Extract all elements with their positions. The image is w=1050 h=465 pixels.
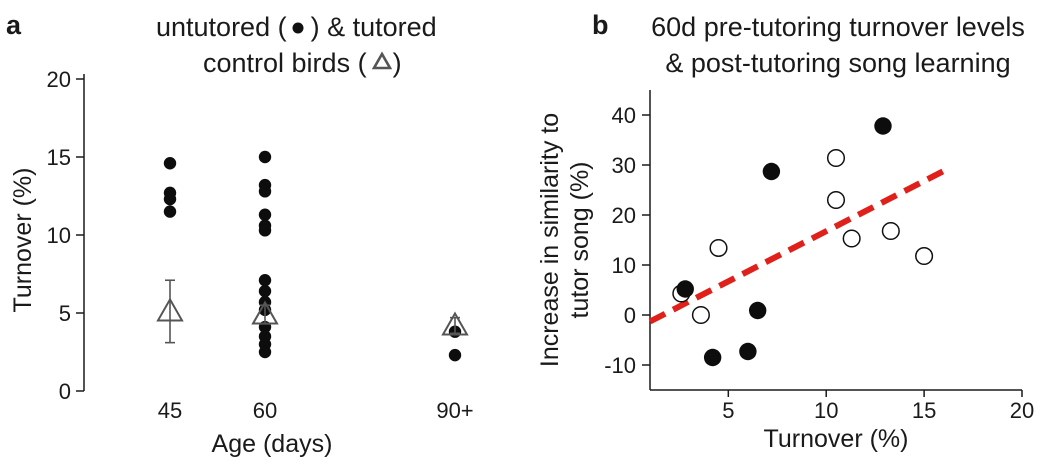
filled-circle-point	[874, 117, 892, 135]
panel-b-x-tick-label: 10	[814, 398, 838, 423]
panel-a-x-tick-label: 60	[253, 398, 277, 423]
untutored-point	[163, 157, 177, 170]
filled-circle-point	[739, 342, 757, 361]
untutored-point	[258, 345, 272, 359]
panel-a-title-line2: control birds ()	[203, 48, 402, 78]
panel-a-y-tick-label: 15	[47, 145, 71, 170]
panel-a-letter: a	[6, 10, 22, 40]
panel-b-y-tick-label: -10	[604, 353, 636, 378]
panel-a-x-ticks: 45 60 90+	[158, 398, 474, 423]
panel-a-points	[156, 150, 469, 362]
untutored-point	[163, 192, 177, 206]
tutored-legend-marker	[371, 51, 393, 70]
panel-b-points	[672, 117, 934, 367]
filled-circle-point	[762, 162, 781, 181]
panel-b-y-tick-label: 20	[612, 203, 636, 228]
untutored-point	[258, 284, 272, 298]
panel-b-y-label-line1: Increase in similarity to	[536, 113, 564, 367]
panel-a-y-tick-label: 0	[59, 379, 71, 404]
panel-b-x-label: Turnover (%)	[764, 425, 909, 453]
panel-a-y-tick-label: 10	[47, 223, 71, 248]
tutored-point	[156, 297, 184, 322]
open-circle-point	[881, 221, 900, 241]
panel-b-y-label-line2: tutor song (%)	[566, 161, 594, 318]
panel-b-trendline	[648, 166, 949, 325]
panel-b-y-tick-label: 30	[612, 153, 636, 178]
panel-a-y-tick-label: 20	[47, 67, 71, 92]
panel-b-y-tick-label: 40	[612, 103, 636, 128]
panel-b: b 60d pre-tutoring turnover levels & pos…	[536, 10, 1034, 453]
tutored-point	[251, 300, 279, 325]
open-circle-point	[842, 229, 861, 248]
panel-a-title: untutored () & tutored control birds ()	[156, 12, 437, 78]
panel-b-letter: b	[592, 10, 609, 40]
filled-circle-point	[703, 348, 722, 367]
open-circle-point	[691, 305, 710, 325]
untutored-point	[258, 274, 272, 287]
open-circle-point	[709, 238, 728, 258]
panel-b-x-tick-label: 5	[722, 398, 734, 423]
untutored-legend-marker	[292, 22, 304, 34]
open-circle-point	[915, 246, 934, 266]
panel-b-x-ticks: 5 10 15 20	[722, 390, 1034, 423]
panel-b-x-tick-label: 20	[1010, 398, 1034, 423]
panel-a: a untutored () & tutored control birds (…	[6, 10, 474, 458]
untutored-point	[258, 150, 272, 164]
panel-a-y-label: Turnover (%)	[9, 168, 37, 313]
panel-b-x-tick-label: 15	[912, 398, 936, 423]
panel-b-y-tick-label: 10	[612, 253, 636, 278]
panel-a-title-line1: untutored () & tutored	[156, 12, 437, 42]
untutored-point	[258, 208, 272, 221]
panel-a-y-tick-label: 5	[59, 301, 71, 326]
panel-a-x-tick-label: 45	[158, 398, 182, 423]
panel-b-title-line2: & post-tutoring song learning	[665, 48, 1010, 78]
untutored-point	[163, 205, 177, 218]
tutored-point	[441, 311, 469, 336]
panel-a-x-tick-label: 90+	[436, 398, 473, 423]
panel-a-x-label: Age (days)	[212, 430, 333, 458]
panel-b-y-ticks: -10 0 10 20 30 40	[604, 103, 650, 378]
panel-a-y-ticks: 0 5 10 15 20	[47, 67, 84, 404]
untutored-point	[258, 224, 272, 237]
panel-b-title-line1: 60d pre-tutoring turnover levels	[651, 12, 1025, 42]
panel-b-y-tick-label: 0	[624, 303, 636, 328]
filled-circle-point	[676, 280, 694, 298]
untutored-point	[448, 348, 462, 362]
open-circle-point	[826, 190, 846, 210]
untutored-point	[258, 185, 272, 198]
filled-circle-point	[748, 301, 767, 320]
open-circle-point	[826, 148, 846, 168]
